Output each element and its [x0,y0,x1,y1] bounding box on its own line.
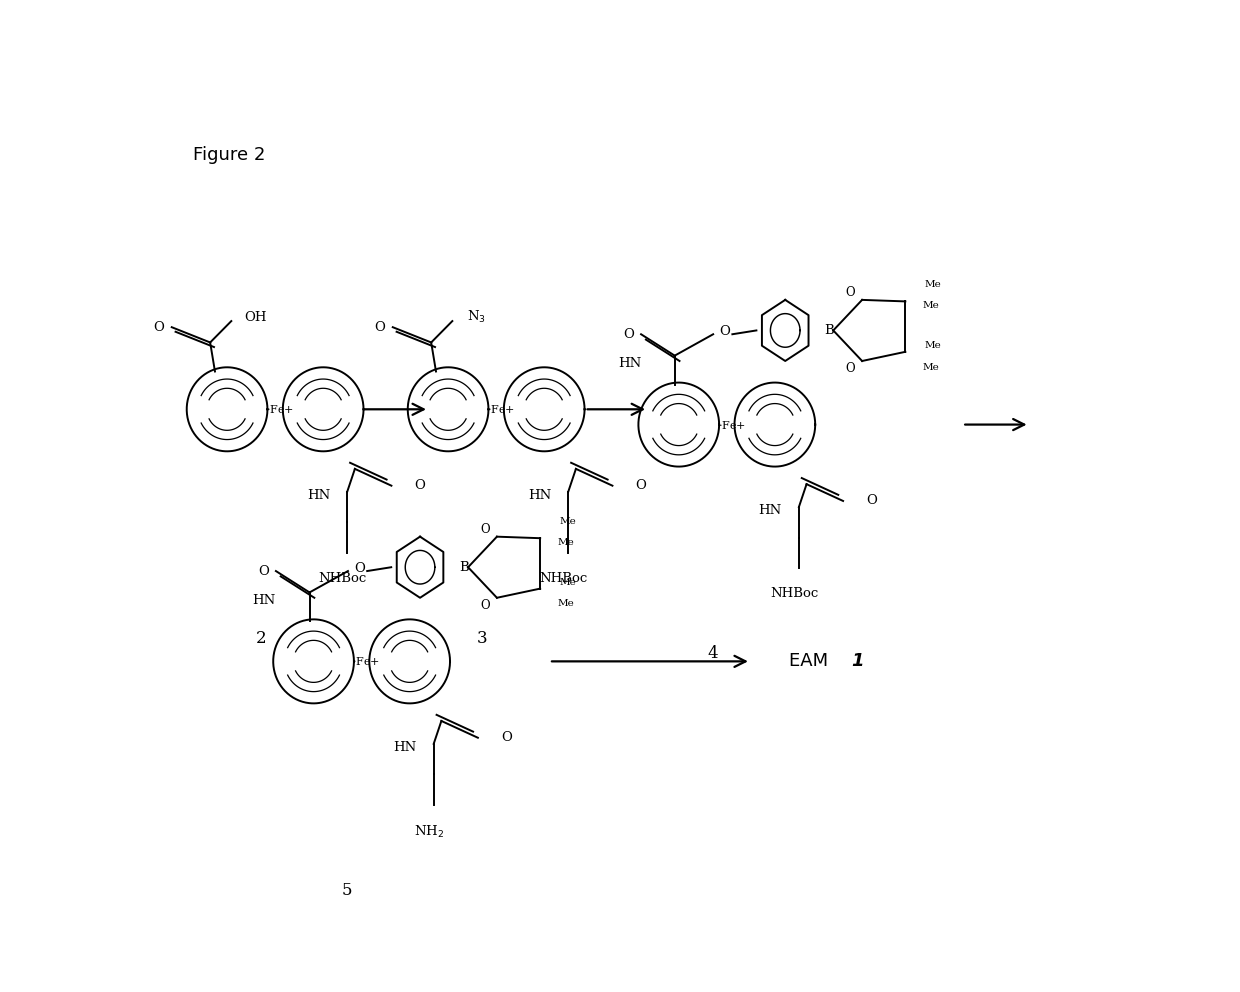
Text: N$_3$: N$_3$ [467,310,486,325]
Text: O: O [867,494,877,508]
Text: 1: 1 [851,653,863,671]
Text: O: O [719,325,730,338]
Text: $\cdot$Fe$+$: $\cdot$Fe$+$ [718,419,745,431]
Text: HN: HN [528,489,551,502]
Text: B: B [825,324,835,337]
Text: EAM: EAM [789,653,835,671]
Text: Me: Me [925,280,941,289]
Text: O: O [481,523,490,536]
Text: 3: 3 [476,630,487,647]
Text: Me: Me [558,599,574,608]
Text: 2: 2 [255,630,267,647]
Text: B: B [459,560,469,573]
Text: Me: Me [923,363,940,372]
Text: O: O [373,320,384,333]
Text: O: O [635,479,646,492]
Text: O: O [258,564,269,577]
Text: NHBoc: NHBoc [319,572,367,585]
Text: NHBoc: NHBoc [539,572,588,585]
Text: Me: Me [558,538,574,547]
Text: Me: Me [923,301,940,310]
Text: Me: Me [559,517,577,526]
Text: 4: 4 [707,645,718,663]
Text: O: O [153,320,164,333]
Text: 5: 5 [342,882,352,899]
Text: $\cdot$Fe$+$: $\cdot$Fe$+$ [352,656,381,668]
Text: HN: HN [759,504,781,518]
Text: Me: Me [559,578,577,587]
Text: HN: HN [618,357,641,370]
Text: Figure 2: Figure 2 [193,146,265,164]
Text: O: O [414,479,425,492]
Text: HN: HN [306,489,330,502]
Text: OH: OH [244,310,267,323]
Text: $\cdot$Fe$+$: $\cdot$Fe$+$ [487,404,515,416]
Text: O: O [624,327,634,340]
Text: O: O [846,286,856,299]
Text: NH$_2$: NH$_2$ [414,824,444,840]
Text: HN: HN [253,593,275,606]
Text: $\cdot$Fe$+$: $\cdot$Fe$+$ [265,404,294,416]
Text: Me: Me [925,341,941,350]
Text: O: O [355,562,365,575]
Text: O: O [501,731,512,744]
Text: O: O [481,599,490,612]
Text: O: O [846,362,856,375]
Text: NHBoc: NHBoc [770,587,818,600]
Text: HN: HN [393,741,417,754]
